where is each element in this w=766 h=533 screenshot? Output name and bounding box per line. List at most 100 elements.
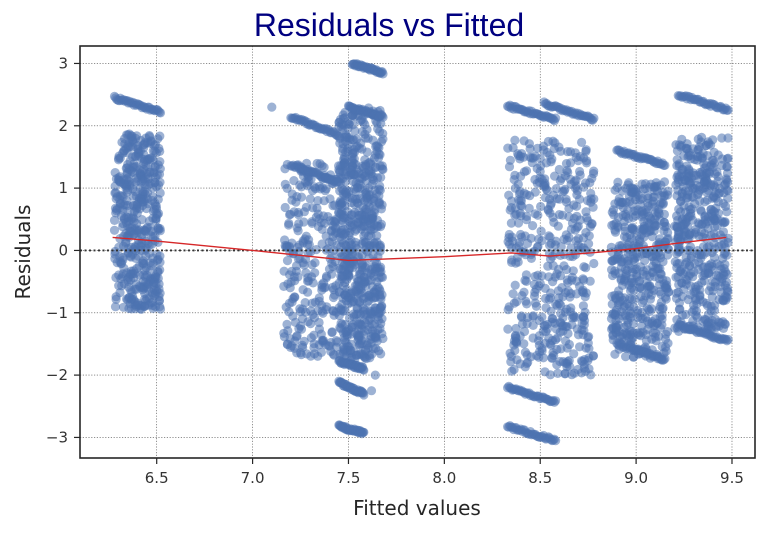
data-point <box>505 348 515 358</box>
data-point <box>368 329 378 339</box>
data-point <box>615 331 625 341</box>
data-point <box>144 300 154 310</box>
data-point <box>329 216 339 226</box>
data-point <box>109 215 120 225</box>
data-point <box>638 241 649 251</box>
data-point <box>516 311 527 321</box>
data-point <box>565 174 575 184</box>
data-point <box>285 270 295 280</box>
data-point <box>344 186 354 196</box>
data-point <box>126 269 136 279</box>
data-point <box>127 249 138 259</box>
data-point <box>566 243 576 253</box>
data-point <box>560 369 570 379</box>
data-point <box>678 220 688 230</box>
data-point <box>548 136 558 146</box>
x-tick-label: 9.0 <box>624 469 648 487</box>
data-point <box>328 232 338 242</box>
data-point <box>541 184 551 194</box>
data-point <box>630 188 640 198</box>
x-axis-label: Fitted values <box>353 496 481 520</box>
y-tick-label: 2 <box>58 117 68 135</box>
data-point <box>315 214 325 224</box>
data-point <box>354 340 364 350</box>
data-point <box>371 162 381 172</box>
data-point <box>621 352 631 362</box>
data-point <box>577 137 587 147</box>
data-point <box>569 213 579 224</box>
data-point <box>155 257 165 267</box>
data-point <box>117 137 127 147</box>
data-point <box>327 282 337 293</box>
data-point <box>547 317 557 327</box>
data-point <box>303 273 313 283</box>
data-point <box>310 258 320 268</box>
data-point <box>115 257 125 267</box>
data-point <box>534 336 544 346</box>
data-point <box>290 317 301 327</box>
data-point <box>507 366 517 376</box>
data-point <box>589 166 599 176</box>
data-point <box>359 365 369 375</box>
data-point <box>504 190 514 200</box>
data-point <box>295 307 305 317</box>
data-point <box>525 144 535 154</box>
data-point <box>644 211 654 221</box>
data-point <box>645 294 656 304</box>
data-point <box>578 301 589 311</box>
data-point <box>316 329 326 339</box>
data-point <box>630 195 641 205</box>
data-point <box>606 314 617 324</box>
data-point <box>570 148 580 158</box>
data-point <box>356 224 367 234</box>
data-point <box>693 134 703 144</box>
data-point <box>513 218 524 228</box>
data-point <box>324 264 335 274</box>
data-point <box>516 247 526 257</box>
data-point <box>355 116 365 126</box>
data-point <box>519 339 529 349</box>
data-point <box>150 290 160 301</box>
data-point <box>710 277 721 287</box>
data-point <box>722 162 732 172</box>
data-point <box>670 257 680 267</box>
data-point <box>319 196 329 206</box>
data-point <box>517 149 527 159</box>
data-point <box>140 266 150 276</box>
data-point <box>627 277 637 287</box>
data-point <box>722 286 732 296</box>
data-point <box>306 306 316 316</box>
data-point <box>706 306 716 316</box>
data-point <box>150 271 161 281</box>
x-tick-label: 8.0 <box>432 469 456 487</box>
data-point <box>349 260 359 270</box>
data-point <box>610 349 620 359</box>
data-point <box>569 349 579 359</box>
data-point <box>504 162 515 172</box>
data-point <box>339 224 349 235</box>
data-point <box>122 163 132 173</box>
data-point <box>642 278 652 288</box>
data-point <box>554 164 564 175</box>
data-point <box>564 203 574 214</box>
y-tick-label: 0 <box>58 241 68 259</box>
data-point <box>709 147 719 157</box>
data-point <box>723 105 733 115</box>
data-point <box>685 281 696 291</box>
data-point <box>140 186 150 196</box>
data-point <box>621 197 631 207</box>
data-point <box>676 141 687 151</box>
data-point <box>639 248 650 258</box>
data-point <box>655 199 665 209</box>
data-point <box>335 186 345 196</box>
data-point <box>506 203 516 213</box>
data-point <box>620 310 631 320</box>
data-point <box>146 226 156 236</box>
data-point <box>367 309 377 319</box>
x-tick-label: 8.5 <box>528 469 552 487</box>
data-point <box>327 327 337 338</box>
data-point <box>562 147 573 157</box>
data-point <box>321 305 331 315</box>
